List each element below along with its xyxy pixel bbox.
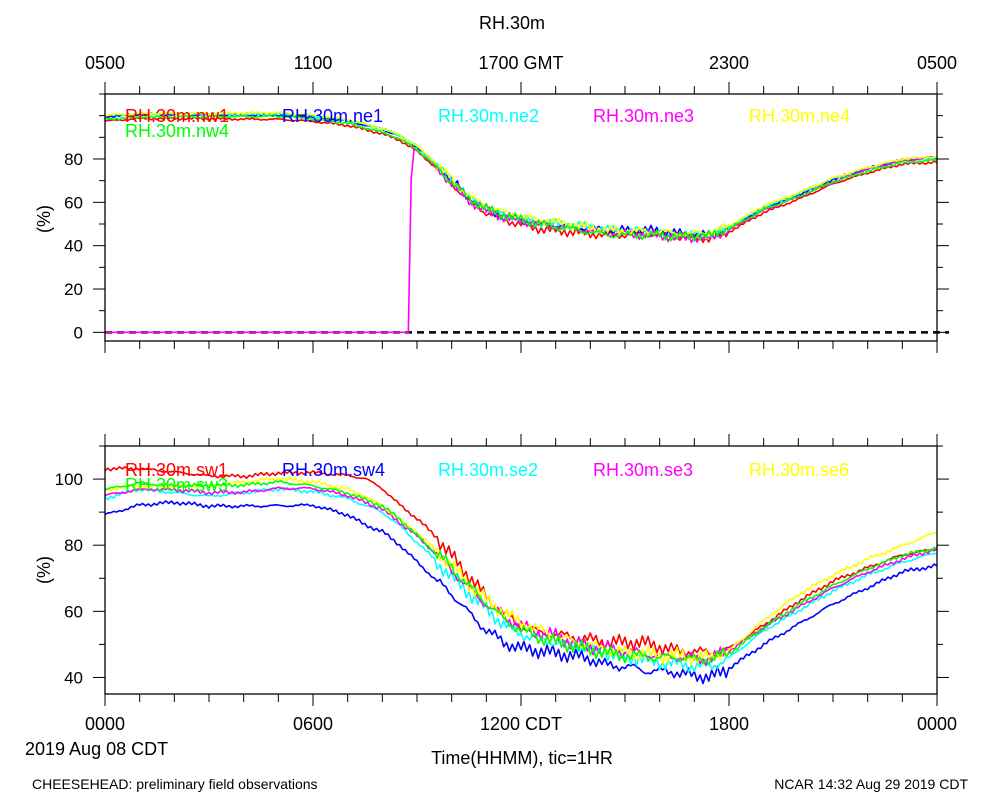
series-line-rh-30m-sw4: [105, 499, 937, 685]
top-axis-label: 0500: [85, 53, 125, 73]
legend-rh-30m-nw4: RH.30m.nw4: [125, 121, 229, 141]
series-line-rh-30m-ne3: [105, 148, 937, 334]
bottom-panel-ylabel: (%): [34, 556, 54, 584]
legend-rh-30m-ne3: RH.30m.ne3: [593, 106, 694, 126]
legend-rh-30m-se2: RH.30m.se2: [438, 460, 538, 480]
bottom-y-tick-label: 100: [55, 470, 83, 489]
legend-rh-30m-ne4: RH.30m.ne4: [749, 106, 850, 126]
bottom-axis-label: 0600: [293, 714, 333, 734]
top-axis-label: 2300: [709, 53, 749, 73]
legend-rh-30m-se3: RH.30m.se3: [593, 460, 693, 480]
top-axis-label: 0500: [917, 53, 957, 73]
top-y-tick-label: 60: [64, 193, 83, 212]
top-panel-ylabel: (%): [34, 205, 54, 233]
top-y-tick-label: 20: [64, 280, 83, 299]
legend-rh-30m-se6: RH.30m.se6: [749, 460, 849, 480]
top-y-tick-label: 40: [64, 237, 83, 256]
series-line-rh-30m-sw1: [105, 465, 937, 659]
bottom-plot-frame: [104, 445, 938, 695]
legend-rh-30m-ne2: RH.30m.ne2: [438, 106, 539, 126]
legend-rh-30m-sw3: RH.30m.sw3: [125, 475, 228, 495]
bottom-axis-label: 1200 CDT: [480, 714, 562, 734]
chart-title: RH.30m: [479, 13, 545, 33]
legend-rh-30m-nw1: RH.30m.nw1: [125, 106, 229, 126]
x-axis-label: Time(HHMM), tic=1HR: [431, 748, 613, 768]
top-axis-label: 1700 GMT: [478, 53, 563, 73]
footer-right: NCAR 14:32 Aug 29 2019 CDT: [774, 776, 968, 792]
footer-left: CHEESEHEAD: preliminary field observatio…: [32, 776, 318, 792]
legend-rh-30m-sw4: RH.30m.sw4: [282, 460, 385, 480]
bottom-y-tick-label: 60: [64, 602, 83, 621]
series-line-rh-30m-nw4: [105, 114, 937, 242]
bottom-axis-label: 1800: [709, 714, 749, 734]
top-axis-label: 1100: [294, 53, 333, 73]
bottom-panel: (%) 2019 Aug 08 CDT Time(HHMM), tic=1HR …: [25, 434, 957, 768]
legend-rh-30m-sw1: RH.30m.sw1: [125, 460, 228, 480]
date-label: 2019 Aug 08 CDT: [25, 739, 168, 759]
series-line-rh-30m-ne4: [105, 110, 937, 237]
top-y-tick-label: 0: [74, 323, 83, 342]
legend-rh-30m-ne1: RH.30m.ne1: [282, 106, 383, 126]
bottom-y-tick-label: 80: [64, 536, 83, 555]
series-line-rh-30m-sw3: [105, 480, 937, 666]
series-line-rh-30m-ne1: [105, 112, 937, 240]
bottom-axis-label: 0000: [917, 714, 957, 734]
series-line-rh-30m-se6: [105, 476, 937, 666]
top-y-tick-label: 80: [64, 150, 83, 169]
series-line-rh-30m-se2: [105, 486, 937, 673]
bottom-axis-label: 0000: [85, 714, 125, 734]
bottom-y-tick-label: 40: [64, 668, 83, 687]
top-plot-frame: [104, 93, 938, 342]
top-panel: RH.30m (%) 0 20 40 60 80 RH.30m.nw1 RH.30m.ne1…: [34, 13, 957, 353]
series-line-rh-30m-se3: [105, 486, 937, 666]
